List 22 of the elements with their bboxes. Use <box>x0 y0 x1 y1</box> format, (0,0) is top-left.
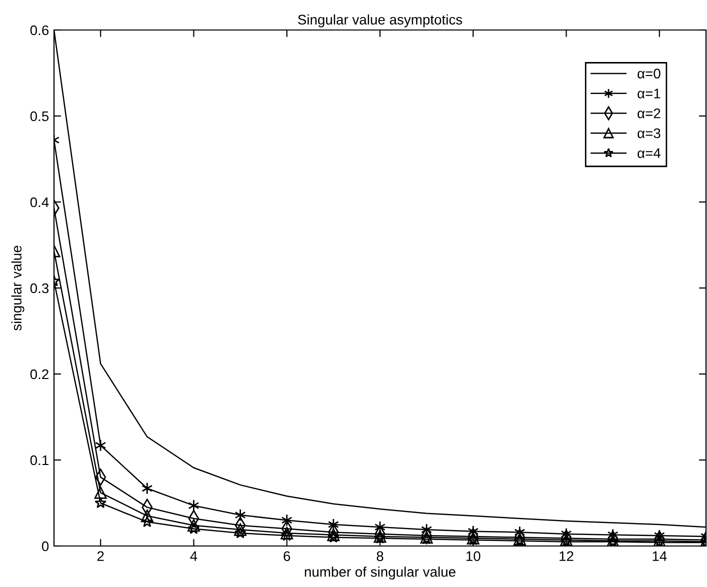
y-tick-label: 0.2 <box>30 369 48 380</box>
y-tick-label: 0.1 <box>30 455 48 466</box>
y-tick-label: 0.3 <box>30 283 49 294</box>
legend-label: α=4 <box>638 148 660 158</box>
legend-label: α=0 <box>638 68 660 78</box>
chart-title: Singular value asymptotics <box>298 14 462 28</box>
x-tick-label: 8 <box>376 551 384 562</box>
x-tick-label: 12 <box>560 551 574 561</box>
y-tick-label: 0.6 <box>30 25 49 36</box>
x-tick-label: 10 <box>466 551 480 562</box>
legend-label: α=2 <box>638 108 660 118</box>
y-tick-label: 0 <box>42 541 49 552</box>
x-tick-label: 14 <box>652 551 667 561</box>
y-tick-label: 0.5 <box>30 111 49 122</box>
y-axis-title: singular value <box>11 246 24 330</box>
y-tick-label: 0.4 <box>30 197 49 208</box>
x-axis-title: number of singular value <box>304 566 456 580</box>
x-tick-label: 2 <box>97 551 104 561</box>
legend-label: α=3 <box>638 128 660 138</box>
x-tick-label: 4 <box>190 551 198 561</box>
x-tick-label: 6 <box>284 551 290 562</box>
legend-label: α=1 <box>638 88 660 98</box>
